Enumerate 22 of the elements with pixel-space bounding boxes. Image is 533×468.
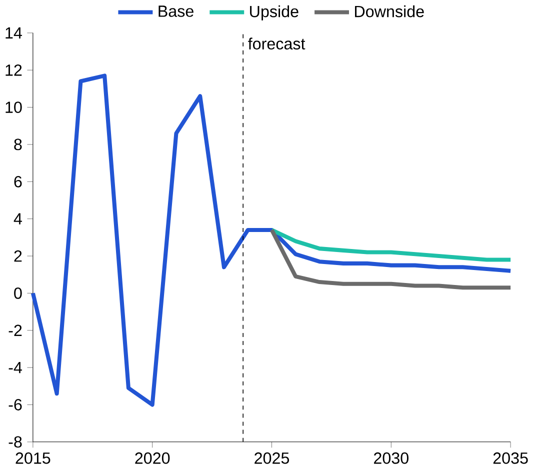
ref-line-label: forecast <box>248 38 306 50</box>
y-tick-label: 2 <box>14 250 22 262</box>
y-tick-label: 10 <box>6 101 22 113</box>
legend-label: Downside <box>355 5 424 18</box>
x-tick-label: 2020 <box>135 452 170 464</box>
y-tick-label: 0 <box>14 287 22 299</box>
x-tick-label: 2030 <box>374 452 408 464</box>
line-series <box>270 228 513 262</box>
y-tick-label: 8 <box>14 138 22 150</box>
y-tick-label: -2 <box>8 324 22 336</box>
x-tick-label: 2035 <box>493 452 528 464</box>
y-tick-label: 6 <box>14 176 22 188</box>
legend-label: Upside <box>250 5 298 20</box>
y-tick-label: 12 <box>6 64 22 76</box>
x-tick-label: 2025 <box>254 452 290 464</box>
legend-label: Base <box>158 6 194 17</box>
y-tick-label: 14 <box>6 27 22 38</box>
y-tick-label: -8 <box>8 436 22 448</box>
x-tick-label: 2015 <box>16 452 50 464</box>
y-tick-label: -4 <box>8 362 22 373</box>
y-tick-label: 4 <box>14 213 22 224</box>
y-tick-label: -6 <box>8 398 22 410</box>
